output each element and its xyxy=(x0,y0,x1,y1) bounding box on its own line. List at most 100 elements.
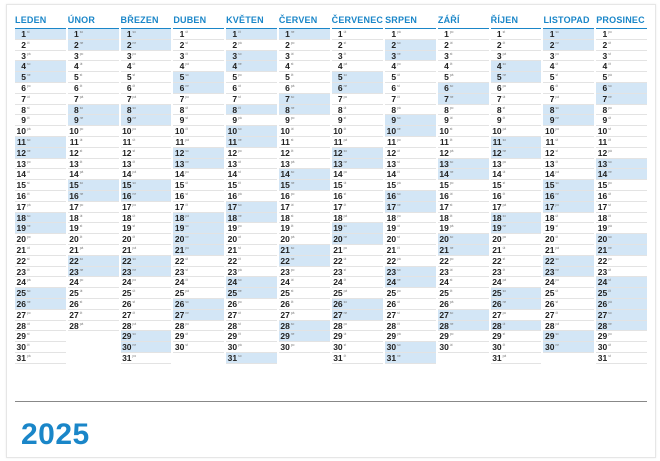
day-row: 19 pá xyxy=(437,223,489,235)
day-row: 1 út xyxy=(331,29,384,40)
weekday-abbr: po xyxy=(502,83,507,88)
day-number: 5 xyxy=(337,72,343,83)
day-row: 22 po xyxy=(437,256,489,267)
weekday-abbr: út xyxy=(502,245,506,250)
day-row: 11 čt xyxy=(596,137,647,148)
day-number: 5 xyxy=(232,72,238,83)
weekday-abbr: so xyxy=(79,30,84,34)
day-number: 16 xyxy=(597,190,608,201)
weekday-abbr: čt xyxy=(397,94,400,99)
day-number: 26 xyxy=(439,298,449,309)
day-number: 3 xyxy=(74,50,79,61)
day-row: 30 út xyxy=(596,342,647,353)
weekday-abbr: so xyxy=(555,256,559,261)
weekday-abbr: po xyxy=(343,170,348,175)
weekday-abbr: pá xyxy=(132,245,137,250)
weekday-abbr: út xyxy=(449,116,453,121)
day-row: 20 so xyxy=(437,234,489,245)
weekday-abbr: so xyxy=(132,181,136,186)
weekday-abbr: út xyxy=(397,148,400,153)
day-row: 28 pá xyxy=(120,320,172,332)
day-row: 17 po xyxy=(120,202,172,213)
weekday-abbr: st xyxy=(449,278,453,283)
day-row: 6 pá xyxy=(278,83,330,94)
weekday-abbr: út xyxy=(238,235,241,240)
day-number: 15 xyxy=(174,180,185,191)
weekday-abbr: so xyxy=(397,267,401,272)
day-row: 10 so xyxy=(226,126,277,137)
weekday-abbr: pá xyxy=(555,245,559,250)
day-number: 16 xyxy=(16,190,26,201)
day-number: 21 xyxy=(333,244,343,255)
day-row: 10 po xyxy=(120,126,172,137)
day-row: 20 čt xyxy=(543,234,595,245)
day-number: 25 xyxy=(69,288,79,299)
weekday-abbr: st xyxy=(132,148,136,153)
day-row: 9 so xyxy=(385,115,436,127)
weekday-abbr: st xyxy=(397,310,400,315)
weekday-abbr: čt xyxy=(449,137,453,142)
day-row: 4 čt xyxy=(596,61,647,73)
month-name: PROSINEC xyxy=(596,13,647,29)
weekday-abbr: so xyxy=(290,94,295,99)
weekday-abbr: čt xyxy=(397,321,400,326)
day-row: 14 pá xyxy=(120,169,172,181)
day-row: 8 ne xyxy=(278,104,330,116)
day-row: 14 út xyxy=(490,169,542,181)
weekday-abbr: ne xyxy=(290,181,295,186)
weekday-abbr: ne xyxy=(79,267,84,272)
day-row: 21 po xyxy=(173,244,225,256)
day-row: 22 út xyxy=(173,256,225,267)
weekday-abbr: po xyxy=(555,51,559,56)
day-row: 2 po xyxy=(278,40,330,51)
day-number: 18 xyxy=(544,212,555,223)
day-row: 7 ne xyxy=(437,93,489,105)
weekday-abbr: út xyxy=(27,321,30,326)
weekday-abbr: st xyxy=(449,127,453,132)
day-number: 24 xyxy=(597,277,608,288)
day-number: 2 xyxy=(496,39,502,50)
weekday-abbr: út xyxy=(449,343,453,348)
day-row: 8 so xyxy=(67,104,119,116)
weekday-abbr: ne xyxy=(608,245,612,250)
day-number: 12 xyxy=(16,147,26,158)
day-number: 24 xyxy=(386,277,397,288)
weekday-abbr: so xyxy=(290,170,295,175)
day-row: 11 so xyxy=(15,136,66,148)
weekday-abbr: út xyxy=(555,289,559,294)
weekday-abbr: so xyxy=(132,30,136,34)
weekday-abbr: ne xyxy=(608,321,612,326)
day-row: 23 čt xyxy=(490,267,542,278)
weekday-abbr: pá xyxy=(238,191,242,196)
day-number: 5 xyxy=(444,72,449,83)
day-row: 7 pá xyxy=(120,94,172,105)
day-row: 1 po xyxy=(437,29,489,40)
day-row: 5 so xyxy=(173,72,225,83)
weekday-abbr: po xyxy=(343,321,348,326)
weekday-abbr: ne xyxy=(608,94,612,99)
weekday-abbr: so xyxy=(397,116,401,121)
day-number: 28 xyxy=(122,320,132,331)
weekday-abbr: so xyxy=(238,278,242,283)
day-row: 22 so xyxy=(67,255,119,267)
month-name: KVĚTEN xyxy=(226,13,277,29)
weekday-abbr: pá xyxy=(608,148,612,153)
day-row: 13 ne xyxy=(173,158,225,170)
day-row: 25 pá xyxy=(173,288,225,299)
month-name: ÚNOR xyxy=(67,13,119,29)
day-row: 3 út xyxy=(278,51,330,62)
day-row: 9 čt xyxy=(15,115,66,127)
day-row: 4 po xyxy=(385,61,436,73)
day-number: 9 xyxy=(496,115,502,126)
day-number: 23 xyxy=(227,266,238,277)
weekday-abbr: pá xyxy=(290,310,295,315)
weekday-abbr: so xyxy=(555,332,559,337)
